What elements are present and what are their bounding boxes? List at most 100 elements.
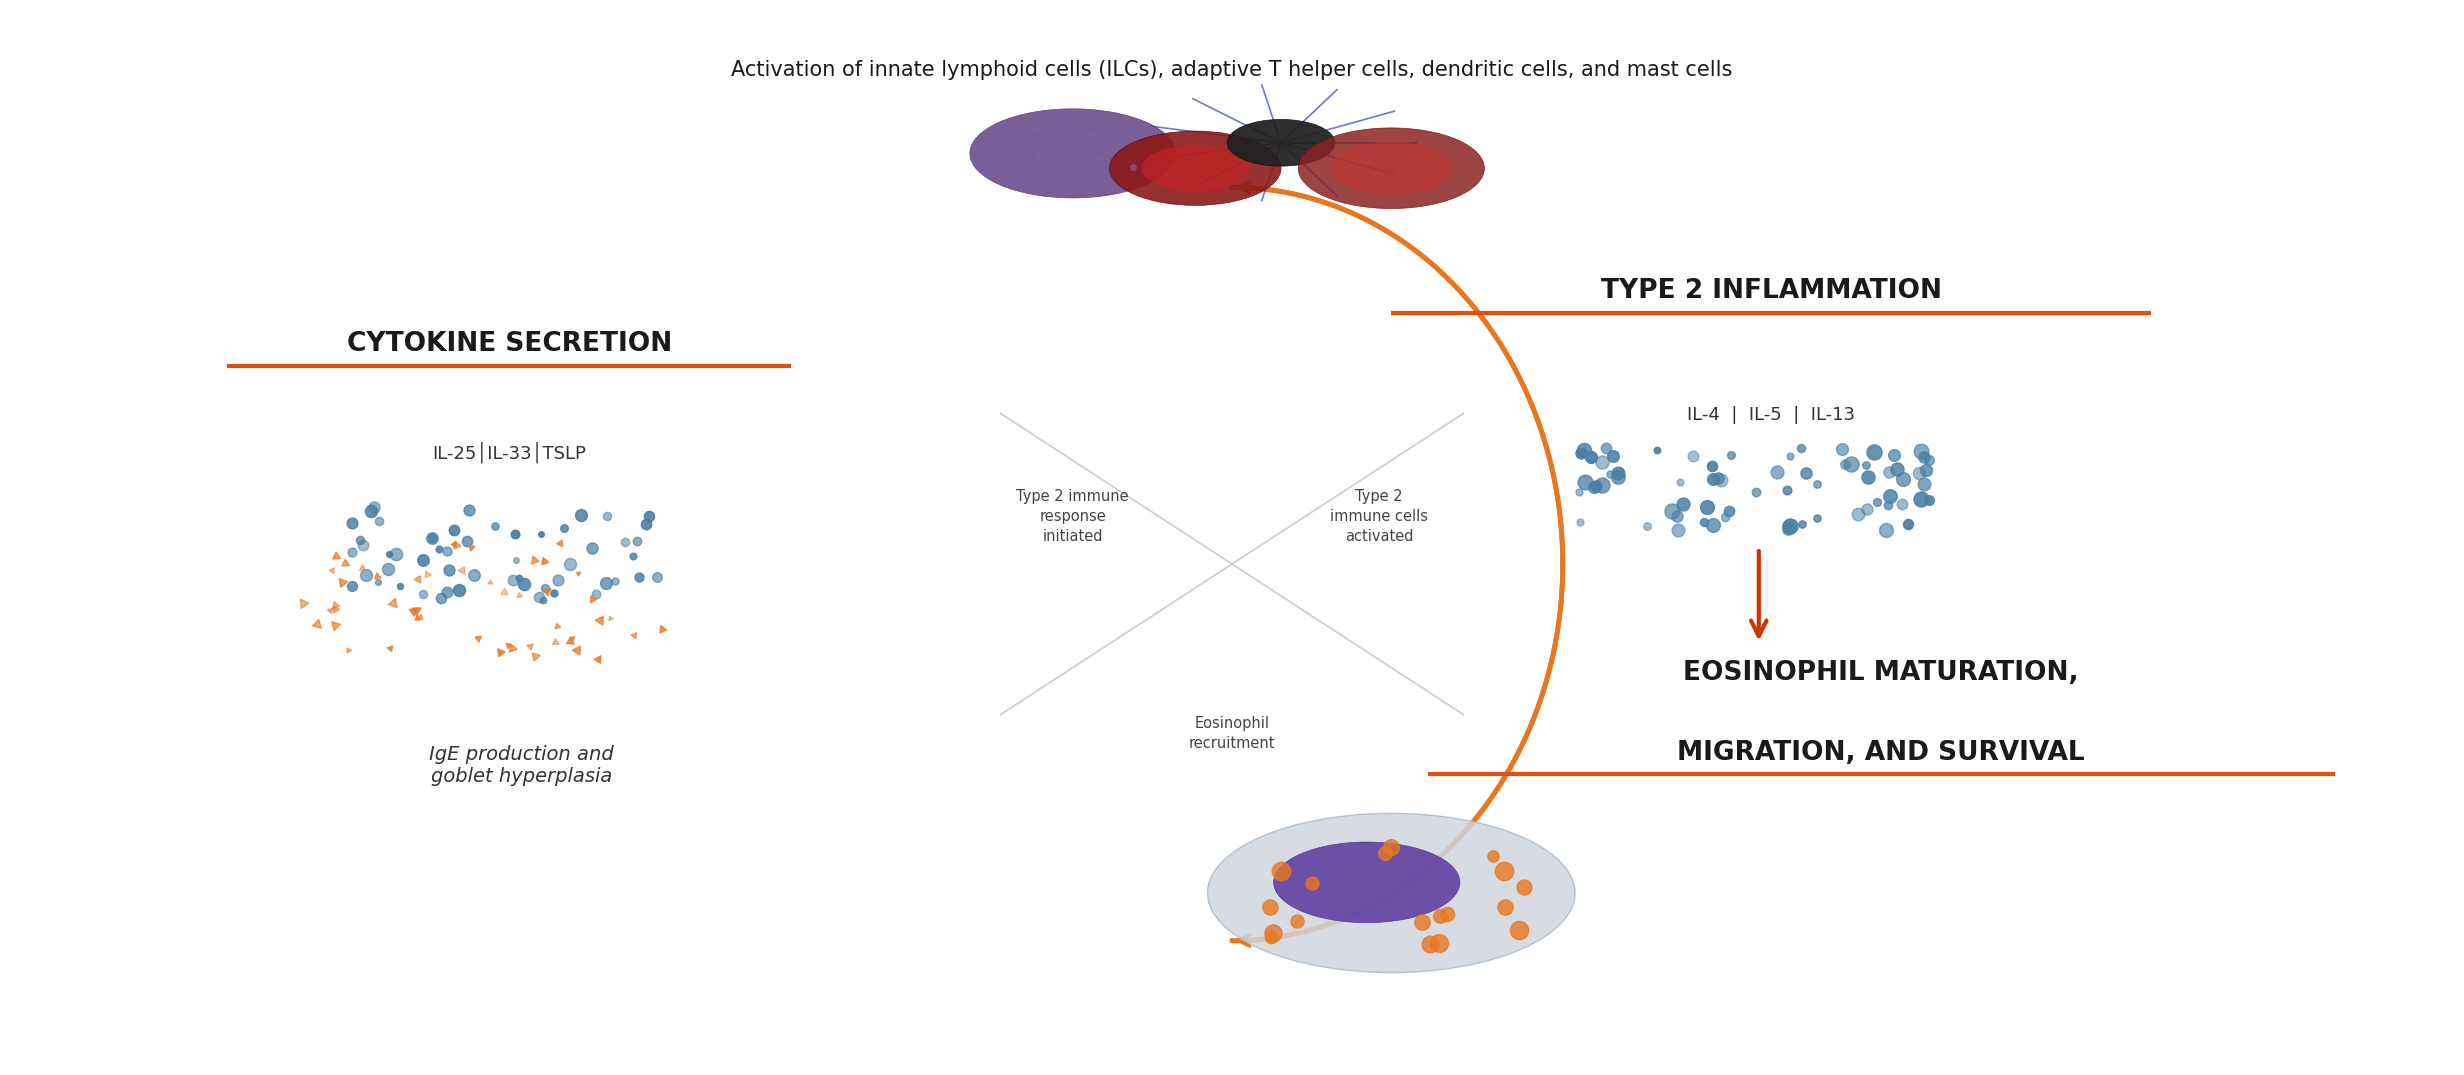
Point xyxy=(1589,465,1629,483)
Point xyxy=(342,536,382,554)
Point xyxy=(407,565,446,583)
Point xyxy=(1907,461,1947,478)
Point xyxy=(1402,914,1441,931)
Point xyxy=(1796,510,1836,527)
Point xyxy=(1072,126,1111,143)
Point xyxy=(1767,482,1806,499)
Point xyxy=(535,585,574,602)
Point xyxy=(283,594,323,612)
Point xyxy=(1626,518,1666,535)
Point xyxy=(333,577,372,594)
Point xyxy=(1252,899,1291,916)
Point xyxy=(313,562,352,579)
Point xyxy=(1015,120,1055,138)
Point xyxy=(515,647,554,664)
Point xyxy=(1693,471,1732,488)
Point xyxy=(1582,454,1621,471)
Point xyxy=(1698,469,1737,486)
Text: Eosinophil
recruitment: Eosinophil recruitment xyxy=(1188,716,1276,751)
Point xyxy=(495,526,535,543)
Point xyxy=(1710,503,1749,520)
Point xyxy=(315,616,355,633)
Point xyxy=(1294,874,1333,891)
Point xyxy=(421,589,461,606)
Point xyxy=(1079,149,1119,167)
Text: EOSINOPHIL MATURATION,: EOSINOPHIL MATURATION, xyxy=(1683,660,2080,686)
Point xyxy=(1757,463,1796,481)
Point xyxy=(1769,517,1809,534)
Point xyxy=(1639,442,1678,459)
Point xyxy=(500,586,540,603)
Point xyxy=(545,520,584,538)
Point xyxy=(397,601,436,618)
Point xyxy=(1831,455,1870,472)
Point xyxy=(1710,446,1749,463)
Point xyxy=(357,568,397,585)
Circle shape xyxy=(1274,842,1459,922)
Point xyxy=(537,571,577,588)
Point xyxy=(616,532,655,549)
Text: Type 2 immune
response
initiated: Type 2 immune response initiated xyxy=(1018,489,1129,544)
Point xyxy=(471,573,510,590)
Point xyxy=(525,579,564,597)
Point xyxy=(1276,913,1316,930)
Point xyxy=(429,561,468,578)
Point xyxy=(1673,447,1712,464)
Point xyxy=(298,616,338,633)
Point xyxy=(434,521,473,539)
Text: MIGRATION, AND SURVIVAL: MIGRATION, AND SURVIVAL xyxy=(1678,740,2085,765)
Point xyxy=(522,525,562,542)
Point xyxy=(618,569,658,586)
Point xyxy=(1599,464,1639,482)
Point xyxy=(1693,458,1732,475)
Text: IL-4  |  IL-5  |  IL-13: IL-4 | IL-5 | IL-13 xyxy=(1688,406,1855,425)
Point xyxy=(1052,168,1092,185)
Point xyxy=(1865,521,1905,539)
Point xyxy=(1870,487,1910,504)
Point xyxy=(411,529,451,546)
Point xyxy=(372,594,411,612)
Point xyxy=(1769,447,1809,464)
Point xyxy=(357,574,397,591)
Point xyxy=(591,610,631,627)
Point xyxy=(485,584,525,601)
Point xyxy=(1781,440,1821,457)
Point xyxy=(572,590,611,607)
Point xyxy=(419,541,458,558)
Point xyxy=(1848,501,1887,518)
Point xyxy=(643,621,683,639)
Circle shape xyxy=(1109,131,1281,205)
Point xyxy=(1887,516,1927,533)
Point xyxy=(444,561,483,578)
Point xyxy=(453,567,493,584)
Point xyxy=(1565,442,1604,459)
Text: Activation of innate lymphoid cells (ILCs), adaptive T helper cells, dendritic c: Activation of innate lymphoid cells (ILC… xyxy=(732,60,1732,80)
Point xyxy=(540,534,579,551)
Point xyxy=(537,617,577,634)
Point xyxy=(399,608,439,626)
Point xyxy=(480,643,520,660)
Point xyxy=(614,627,653,644)
Circle shape xyxy=(1227,119,1335,167)
Point xyxy=(323,573,362,590)
Point xyxy=(579,650,618,668)
Point xyxy=(1018,147,1057,164)
Point xyxy=(628,507,668,525)
Point xyxy=(1599,469,1639,486)
Point xyxy=(1365,845,1404,862)
Point xyxy=(370,640,409,657)
Point xyxy=(394,602,434,619)
Point xyxy=(520,588,559,605)
Point xyxy=(1501,921,1540,938)
Point xyxy=(505,575,545,592)
Point xyxy=(1767,520,1806,538)
Circle shape xyxy=(1141,145,1249,191)
Point xyxy=(559,564,599,582)
Point xyxy=(1838,505,1878,522)
Point xyxy=(1574,478,1614,496)
Point xyxy=(1262,862,1301,879)
Point xyxy=(1661,473,1700,490)
Point xyxy=(1427,906,1466,923)
Point xyxy=(458,630,498,647)
Point xyxy=(1870,463,1910,481)
